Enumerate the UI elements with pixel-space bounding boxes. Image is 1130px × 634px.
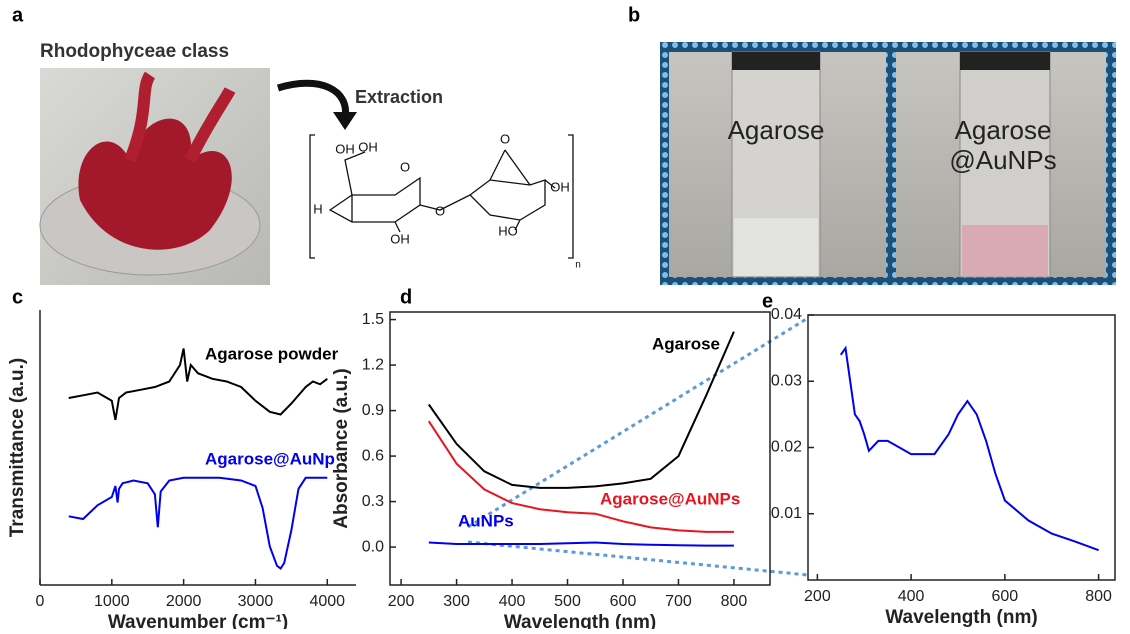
liquid: [734, 218, 818, 276]
x-tick-label: 4000: [309, 593, 345, 610]
arrow-head: [333, 112, 357, 130]
atom-label: O: [400, 159, 410, 174]
photo-label: Agarose: [955, 115, 1052, 145]
x-tick-label: 0: [36, 593, 45, 610]
plot-frame: [389, 311, 771, 586]
x-tick-label: 600: [992, 588, 1019, 605]
x-tick-label: 300: [443, 593, 470, 610]
x-tick-label: 200: [388, 593, 415, 610]
y-tick-label: 0.0: [362, 538, 384, 555]
x-tick-label: 200: [804, 588, 831, 605]
y-tick-label: 1.2: [362, 356, 384, 373]
atom-label: n: [575, 260, 581, 271]
x-tick-label: 600: [610, 593, 637, 610]
series-label: Agarose@AuNPs: [600, 489, 740, 508]
series-line: [68, 348, 328, 421]
panel-letter: e: [762, 290, 773, 312]
zoom-line: [467, 316, 809, 529]
atom-label: OH: [335, 141, 355, 156]
series-label: Agarose: [652, 334, 720, 353]
y-axis-label: Absorbance (a.u.): [331, 368, 352, 528]
cap: [960, 52, 1050, 70]
y-tick-label: 0.3: [362, 493, 384, 510]
atom-label: O: [500, 131, 510, 146]
atom-label: O: [435, 203, 445, 218]
photo-label: Agarose: [728, 115, 825, 145]
y-axis-label: Transmittance (a.u.): [7, 358, 28, 538]
x-tick-label: 3000: [238, 593, 274, 610]
atom-label: H: [313, 201, 322, 216]
atom-label: HO: [498, 223, 518, 238]
seaweed: [78, 118, 232, 250]
series-line: [427, 420, 734, 533]
x-axis-label: Wavelength (nm): [885, 607, 1037, 628]
cap: [732, 52, 820, 70]
y-tick-label: 0.6: [362, 447, 384, 464]
y-tick-label: 0.01: [771, 505, 802, 522]
x-tick-label: 1000: [94, 593, 130, 610]
liquid: [962, 225, 1048, 276]
x-tick-label: 400: [499, 593, 526, 610]
x-tick-label: 800: [721, 593, 748, 610]
caption: Rhodophyceae class: [40, 41, 229, 62]
series-line: [68, 476, 328, 570]
y-tick-label: 0.03: [771, 372, 802, 389]
atom-label: OH: [550, 179, 570, 194]
panel-letter: b: [628, 4, 640, 26]
y-tick-label: 0.02: [771, 439, 802, 456]
structure: [309, 134, 574, 259]
series-line: [428, 541, 734, 547]
series-label: AuNPs: [458, 511, 514, 530]
panel-letter: d: [400, 286, 412, 308]
x-tick-label: 800: [1085, 588, 1112, 605]
panel-letter: a: [12, 4, 24, 26]
series-line: [427, 331, 735, 489]
x-tick-label: 500: [554, 593, 581, 610]
y-tick-label: 0.04: [771, 306, 802, 323]
x-axis-label: Wavenumber (cm⁻¹): [108, 612, 288, 629]
arrow: [276, 79, 350, 119]
series-label: Agarose@AuNp: [205, 449, 335, 468]
zoom-line: [467, 540, 809, 577]
arrow-label: Extraction: [355, 87, 443, 107]
y-tick-label: 1.5: [362, 311, 384, 328]
x-tick-label: 400: [898, 588, 925, 605]
x-tick-label: 700: [665, 593, 692, 610]
x-tick-label: 2000: [166, 593, 202, 610]
panel-letter: c: [12, 286, 23, 308]
series-line: [839, 345, 1099, 552]
atom-label: OH: [390, 231, 410, 246]
photo-label: @AuNPs: [949, 145, 1056, 175]
atom-label: OH: [358, 139, 378, 154]
series-label: Agarose powder: [205, 344, 339, 363]
x-axis-label: Wavelength (nm): [504, 612, 656, 629]
seaweed: [124, 71, 236, 163]
y-tick-label: 0.9: [362, 402, 384, 419]
